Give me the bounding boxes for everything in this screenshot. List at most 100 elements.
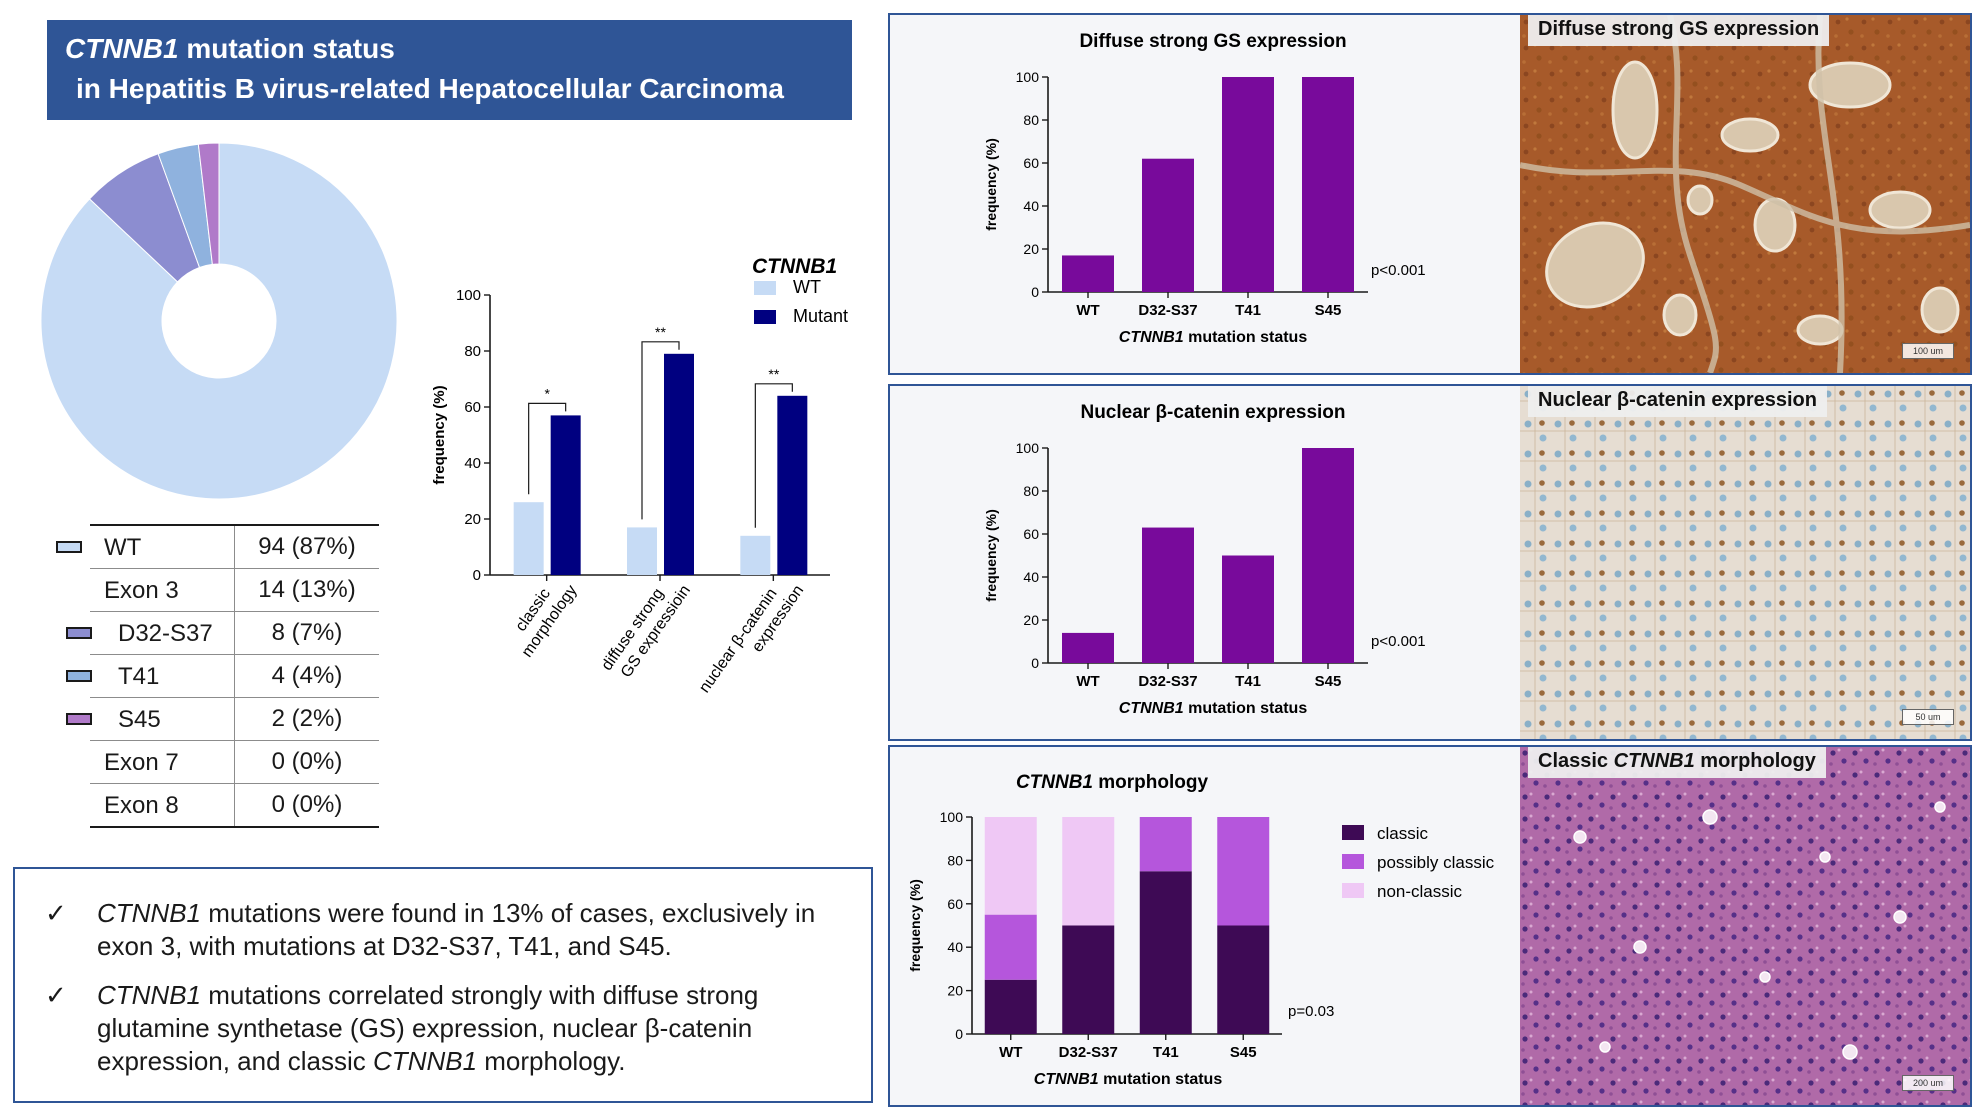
donut-chart xyxy=(40,142,398,500)
morphology-title-gene: CTNNB1 xyxy=(1016,772,1093,793)
bar-segment-possibly-classic xyxy=(1217,817,1270,926)
x-category-label: D32-S37 xyxy=(1138,673,1197,690)
mutation-count: 14 (13%) xyxy=(234,568,379,612)
mutation-label: T41 xyxy=(118,663,160,690)
title-line-1: CTNNB1 mutation status xyxy=(65,33,395,64)
gs-histology-texture xyxy=(1520,15,1970,373)
mutation-label-cell: Exon 8 xyxy=(90,783,235,828)
mutation-count: 2 (2%) xyxy=(234,697,379,741)
legend-label: possibly classic xyxy=(1377,853,1495,872)
mutation-table: WT 94 (87%) Exon 3 14 (13%) D32-S37 8 (7%) T41… xyxy=(56,524,379,828)
bar-segment-possibly-classic xyxy=(1139,817,1192,872)
y-tick-label: 0 xyxy=(955,1026,963,1042)
table-row: Exon 7 0 (0%) xyxy=(90,740,379,784)
y-tick-label: 40 xyxy=(1023,569,1039,585)
p-value-label: p<0.001 xyxy=(1371,633,1426,650)
y-tick-label: 100 xyxy=(940,809,964,825)
x-axis-label-gene: CTNNB1 xyxy=(1119,700,1184,717)
y-tick-label: 60 xyxy=(464,399,481,416)
legend-label: non-classic xyxy=(1377,882,1463,901)
x-category-label: T41 xyxy=(1235,302,1261,319)
legend-swatch-icon xyxy=(754,310,776,324)
x-axis-label-gene: CTNNB1 xyxy=(1034,1071,1099,1088)
y-tick-label: 80 xyxy=(464,343,481,360)
y-tick-label: 20 xyxy=(947,983,963,999)
mutation-label-cell: Exon 7 xyxy=(90,740,235,784)
table-row: Exon 3 14 (13%) xyxy=(90,568,379,612)
morphology-caption-pre: Classic xyxy=(1538,750,1614,772)
title-rest: mutation status xyxy=(178,33,395,64)
bar-s45 xyxy=(1302,448,1354,663)
bcatenin-histology-caption: Nuclear β-catenin expression xyxy=(1528,386,1827,417)
check-icon: ✓ xyxy=(45,898,67,928)
morphology-histology-image: Classic CTNNB1 morphology 200 um xyxy=(1520,747,1970,1105)
bar-mutant xyxy=(550,415,581,575)
x-category-label: S45 xyxy=(1315,673,1342,690)
legend-swatch-icon xyxy=(56,541,82,553)
grouped-bar-chart: 0 20 40 60 80 100 frequency (%) * classicmorphol… xyxy=(431,255,848,696)
y-tick-label: 60 xyxy=(1023,526,1039,542)
title-banner: CTNNB1 mutation status in Hepatitis B vi… xyxy=(47,20,852,120)
bar-d32-s37 xyxy=(1142,158,1194,292)
mutation-label: Exon 8 xyxy=(104,792,179,819)
bar-d32-s37 xyxy=(1142,527,1194,663)
bar-wt xyxy=(513,502,544,575)
significance-bracket xyxy=(528,402,567,495)
table-row: D32-S37 8 (7%) xyxy=(66,611,379,655)
table-row: Exon 8 0 (0%) xyxy=(90,783,379,828)
x-axis-label-rest: mutation status xyxy=(1184,700,1308,717)
morphology-caption-gene: CTNNB1 xyxy=(1613,750,1695,772)
p-value-label: p<0.001 xyxy=(1371,262,1426,279)
bar-wt xyxy=(627,527,657,575)
y-tick-label: 60 xyxy=(1023,155,1039,171)
x-axis-label-rest: mutation status xyxy=(1184,329,1308,346)
donut-slice-s45 xyxy=(197,142,220,265)
morphology-chart-title: CTNNB1 morphology xyxy=(1016,772,1209,793)
mutation-count: 94 (87%) xyxy=(234,524,379,569)
bar-segment-classic xyxy=(1062,925,1115,1034)
gs-bar-chart: Diffuse strong GS expression 0 20 40 60 80 100… xyxy=(983,31,1426,346)
x-category-label: diffuse strongGS expressioin xyxy=(598,571,694,685)
gs-chart-title: Diffuse strong GS expression xyxy=(1079,31,1346,52)
bar-segment-classic xyxy=(1139,871,1192,1034)
conclusion-1-text: mutations were found in 13% of cases, ex… xyxy=(97,898,816,961)
morphology-scale-bar: 200 um xyxy=(1902,1075,1954,1091)
significance-label: ** xyxy=(655,324,666,340)
x-category-label: D32-S37 xyxy=(1059,1044,1118,1061)
conclusion-2-text: mutations correlated strongly with diffu… xyxy=(97,980,759,1076)
y-tick-label: 100 xyxy=(1016,69,1040,85)
y-tick-label: 100 xyxy=(456,287,481,304)
y-tick-label: 0 xyxy=(473,567,481,584)
x-category-label: WT xyxy=(1076,302,1099,319)
x-category-label: T41 xyxy=(1235,673,1261,690)
legend-label: WT xyxy=(793,277,821,297)
morphology-caption-post: morphology xyxy=(1694,750,1816,772)
y-tick-label: 40 xyxy=(947,939,963,955)
mutation-count: 4 (4%) xyxy=(234,654,379,698)
y-tick-label: 40 xyxy=(464,455,481,472)
x-category-label: T41 xyxy=(1153,1044,1179,1061)
x-category-label: WT xyxy=(1076,673,1099,690)
donut-slice-wt xyxy=(40,142,398,500)
x-axis-label-gene: CTNNB1 xyxy=(1119,329,1184,346)
legend-swatch-icon xyxy=(66,713,92,725)
significance-bracket xyxy=(754,383,793,528)
gs-scale-bar: 100 um xyxy=(1902,343,1954,359)
y-tick-label: 20 xyxy=(1023,241,1039,257)
mutation-label: Exon 7 xyxy=(104,749,179,776)
x-axis-label: CTNNB1 mutation status xyxy=(1119,700,1308,717)
y-tick-label: 80 xyxy=(1023,483,1039,499)
legend-swatch-icon xyxy=(754,281,776,295)
bcatenin-bar-chart: Nuclear β-catenin expression 0 20 40 60 80 100… xyxy=(983,402,1426,717)
bcatenin-histology-image: Nuclear β-catenin expression 50 um xyxy=(1520,386,1970,739)
mutation-count: 0 (0%) xyxy=(234,783,379,828)
mutation-count: 0 (0%) xyxy=(234,740,379,784)
morphology-histology-caption: Classic CTNNB1 morphology xyxy=(1528,747,1826,778)
y-axis-label: frequency (%) xyxy=(983,509,999,602)
x-category-label: S45 xyxy=(1315,302,1342,319)
morphology-histology-texture xyxy=(1520,747,1970,1105)
p-value-label: p=0.03 xyxy=(1288,1003,1334,1020)
bar-wt xyxy=(1062,255,1114,292)
conclusions-box: ✓ CTNNB1 mutations were found in 13% of … xyxy=(13,867,873,1103)
significance-label: ** xyxy=(768,366,779,382)
